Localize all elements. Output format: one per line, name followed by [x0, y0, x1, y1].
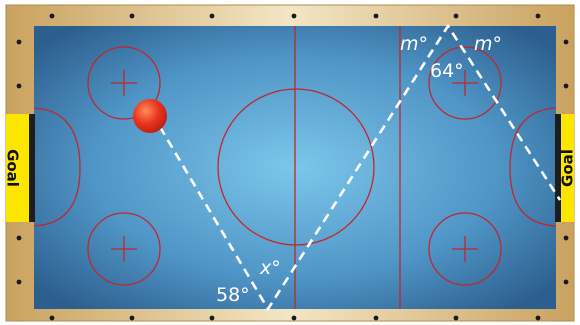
angle-64-label: 64° [430, 60, 464, 82]
puck-path [158, 23, 562, 312]
rink-markings [33, 26, 557, 309]
faceoff-circle-bottom-right [428, 212, 502, 286]
angle-x-label: x° [259, 257, 281, 279]
frame-rivets [16, 13, 569, 321]
faceoff-circle-top-right [428, 46, 502, 120]
left-crease [33, 107, 81, 227]
left-goal-mouth [29, 114, 35, 222]
faceoff-circle-top-left [87, 46, 161, 120]
faceoff-cross-top-right [452, 70, 478, 96]
faceoff-circle-bottom-left [87, 212, 161, 286]
goal-left-label: Goal [4, 149, 22, 187]
faceoff-cross-bottom-right [452, 236, 478, 262]
center-circle [217, 88, 375, 246]
faceoff-cross-top-left [111, 70, 137, 96]
puck [133, 99, 167, 133]
right-crease [509, 107, 557, 227]
left-goal [6, 114, 32, 222]
goal-right-label: Goal [559, 149, 577, 187]
faceoff-cross-bottom-left [111, 236, 137, 262]
angle-m-right-label: m° [474, 33, 502, 55]
angle-m-left-label: m° [400, 33, 428, 55]
angle-58-label: 58° [216, 284, 250, 306]
right-goal-mouth [555, 114, 561, 222]
